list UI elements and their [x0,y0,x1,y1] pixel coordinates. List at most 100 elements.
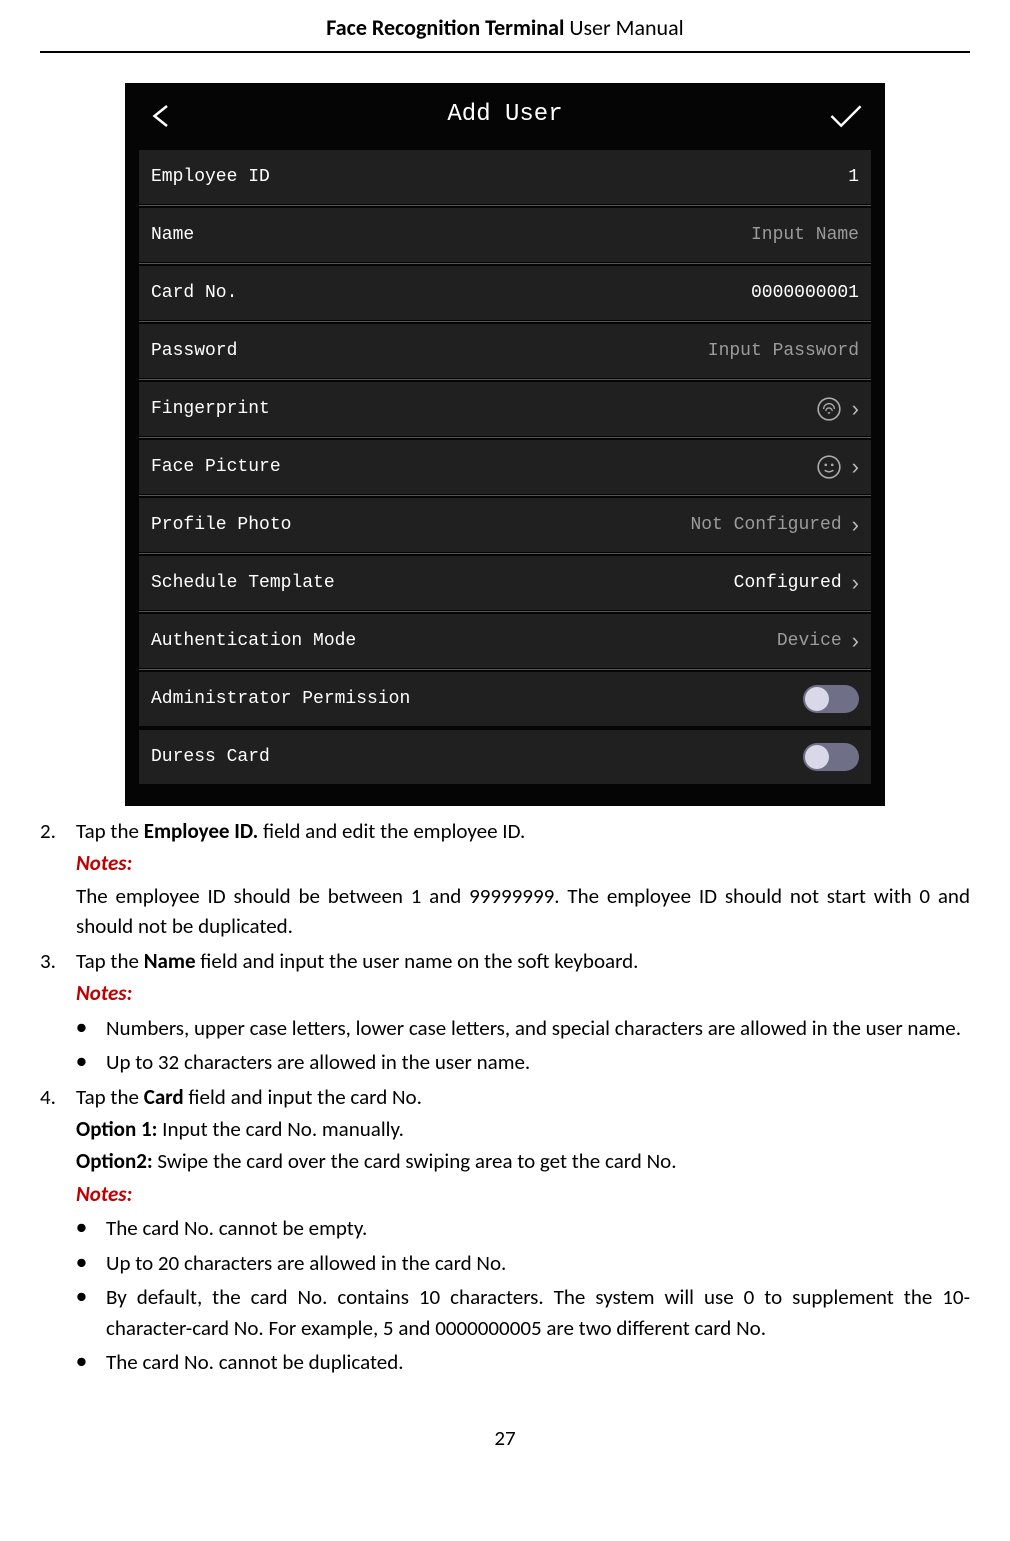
row-divider [139,611,871,612]
confirm-check-icon[interactable] [829,101,863,131]
card-no-label: Card No. [151,283,237,303]
employee-id-label: Employee ID [151,167,270,187]
schedule-template-value: Configured [734,573,842,593]
step-4-bold: Card [144,1084,184,1110]
bullet-text: The card No. cannot be empty. [106,1213,970,1243]
name-label: Name [151,225,194,245]
row-password[interactable]: Password Input Password [139,324,871,378]
document-header: Face Recognition Terminal User Manual [40,0,970,53]
step-3: 3. Tap the Name field and input the user… [40,946,970,976]
step-number: 3. [40,946,76,976]
schedule-template-label: Schedule Template [151,573,335,593]
name-placeholder: Input Name [751,225,859,245]
chevron-right-icon: › [852,396,859,422]
row-divider [139,495,871,496]
form-rows: Employee ID 1 Name Input Name Card No. 0… [125,150,885,784]
bullet-item: ● The card No. cannot be duplicated. [76,1347,970,1377]
step-number: 4. [40,1082,76,1112]
face-picture-label: Face Picture [151,457,281,477]
bullet-text: Up to 20 characters are allowed in the c… [106,1248,970,1278]
option-2-rest: Swipe the card over the card swiping are… [153,1148,677,1174]
option-1-bold: Option 1: [76,1116,157,1142]
auth-mode-label: Authentication Mode [151,631,356,651]
option-2-bold: Option2: [76,1148,153,1174]
step-4-option-1: Option 1: Input the card No. manually. [76,1114,970,1144]
step-2-bold: Employee ID. [144,818,259,844]
step-3-bold: Name [144,948,196,974]
row-divider [139,321,871,322]
step-4-pre: Tap the [76,1084,144,1110]
row-duress-card[interactable]: Duress Card [139,730,871,784]
bullet-dot-icon: ● [76,1213,106,1243]
bullet-dot-icon: ● [76,1347,106,1377]
step-4-post: field and input the card No. [184,1084,422,1110]
row-employee-id[interactable]: Employee ID 1 [139,150,871,204]
admin-permission-toggle[interactable] [803,685,859,713]
employee-id-value: 1 [848,167,859,187]
step-2: 2. Tap the Employee ID. field and edit t… [40,816,970,846]
step-4-option-2: Option2: Swipe the card over the card sw… [76,1146,970,1176]
add-user-screen: Add User Employee ID 1 Name Input Name [125,83,885,806]
bullet-text: By default, the card No. contains 10 cha… [106,1282,970,1343]
step-number: 2. [40,816,76,846]
screenshot-container: Add User Employee ID 1 Name Input Name [125,83,885,806]
toggle-knob [805,745,829,769]
profile-photo-label: Profile Photo [151,515,291,535]
step-3-post: field and input the user name on the sof… [196,948,639,974]
row-admin-permission[interactable]: Administrator Permission [139,672,871,726]
duress-card-toggle[interactable] [803,743,859,771]
fingerprint-label: Fingerprint [151,399,270,419]
face-icon [816,454,842,480]
chevron-right-icon: › [852,570,859,596]
chevron-right-icon: › [852,512,859,538]
bullet-dot-icon: ● [76,1047,106,1077]
option-1-rest: Input the card No. manually. [157,1116,403,1142]
row-auth-mode[interactable]: Authentication Mode Device › [139,614,871,668]
back-arrow-icon[interactable] [147,101,177,131]
row-divider [139,437,871,438]
chevron-right-icon: › [852,628,859,654]
row-divider [139,669,871,670]
step-2-post: field and edit the employee ID. [258,818,525,844]
row-schedule-template[interactable]: Schedule Template Configured › [139,556,871,610]
row-divider [139,379,871,380]
page-number: 27 [40,1425,970,1451]
bullet-dot-icon: ● [76,1013,106,1043]
password-label: Password [151,341,237,361]
bullet-item: ● Up to 20 characters are allowed in the… [76,1248,970,1278]
bullet-text: Up to 32 characters are allowed in the u… [106,1047,970,1077]
row-card-no[interactable]: Card No. 0000000001 [139,266,871,320]
notes-label: Notes: [76,1179,970,1209]
bullet-item: ● Up to 32 characters are allowed in the… [76,1047,970,1077]
profile-photo-value: Not Configured [690,515,841,535]
row-name[interactable]: Name Input Name [139,208,871,262]
row-profile-photo[interactable]: Profile Photo Not Configured › [139,498,871,552]
row-divider [139,263,871,264]
row-fingerprint[interactable]: Fingerprint › [139,382,871,436]
header-title-rest: User Manual [564,14,683,41]
fingerprint-icon [816,396,842,422]
row-face-picture[interactable]: Face Picture › [139,440,871,494]
step-2-note-text: The employee ID should be between 1 and … [76,881,970,942]
screen-titlebar: Add User [125,83,885,150]
row-divider [139,205,871,206]
document-body: 2. Tap the Employee ID. field and edit t… [40,816,970,1377]
bullet-dot-icon: ● [76,1282,106,1343]
bullet-item: ● Numbers, upper case letters, lower cas… [76,1013,970,1043]
header-title-bold: Face Recognition Terminal [326,14,564,41]
step-2-pre: Tap the [76,818,144,844]
bullet-item: ● The card No. cannot be empty. [76,1213,970,1243]
bullet-item: ● By default, the card No. contains 10 c… [76,1282,970,1343]
bullet-text: Numbers, upper case letters, lower case … [106,1013,970,1043]
bullet-text: The card No. cannot be duplicated. [106,1347,970,1377]
bullet-dot-icon: ● [76,1248,106,1278]
chevron-right-icon: › [852,454,859,480]
auth-mode-value: Device [777,631,842,651]
page: Face Recognition Terminal User Manual Ad… [0,0,1010,1491]
card-no-value: 0000000001 [751,283,859,303]
toggle-knob [805,687,829,711]
screen-title: Add User [447,101,562,128]
admin-permission-label: Administrator Permission [151,689,410,709]
row-divider [139,553,871,554]
notes-label: Notes: [76,978,970,1008]
